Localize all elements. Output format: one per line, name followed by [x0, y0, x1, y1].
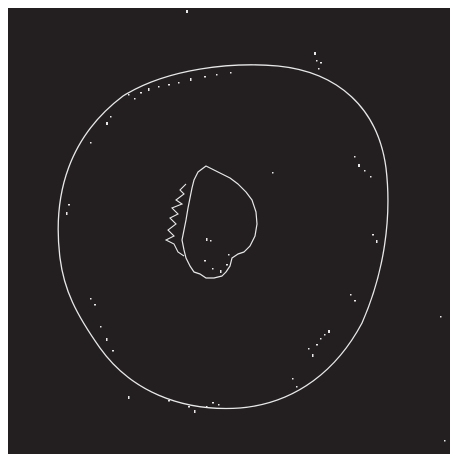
speckle	[168, 84, 170, 86]
speckle	[110, 116, 112, 118]
speckle	[210, 240, 212, 242]
speckle	[228, 254, 230, 256]
speckle	[320, 338, 322, 340]
speckle	[90, 142, 92, 144]
inner-irregular-contour	[181, 165, 258, 279]
speckle	[148, 88, 150, 91]
speckle	[372, 234, 374, 236]
speckle	[216, 74, 218, 76]
speckle	[134, 98, 136, 100]
speckle	[316, 344, 318, 346]
speckle	[440, 316, 442, 318]
speckle	[206, 238, 208, 241]
image-background	[8, 8, 450, 454]
speckle	[272, 172, 274, 174]
speckle	[68, 204, 70, 206]
speckle	[94, 304, 96, 306]
speckle	[292, 378, 294, 380]
speckle	[100, 326, 102, 328]
speckle	[312, 354, 314, 357]
speckle	[212, 268, 214, 270]
speckle	[324, 334, 326, 336]
edge-speckles	[66, 10, 446, 442]
speckle	[188, 406, 190, 408]
speckle	[328, 330, 330, 333]
speckle	[140, 92, 142, 94]
speckle	[168, 400, 170, 402]
speckle	[354, 300, 356, 302]
speckle	[296, 386, 298, 388]
speckle	[212, 402, 214, 404]
speckle	[354, 156, 356, 158]
speckle	[218, 404, 220, 406]
speckle	[194, 410, 196, 413]
speckle	[316, 60, 318, 62]
speckle	[128, 396, 130, 399]
speckle	[220, 270, 222, 273]
speckle	[314, 52, 316, 55]
speckle	[318, 68, 320, 70]
speckle	[370, 176, 372, 178]
speckle	[112, 350, 114, 352]
speckle	[158, 86, 160, 88]
inner-jagged-edge	[164, 183, 187, 257]
speckle	[350, 294, 352, 296]
speckle	[128, 94, 130, 96]
edge-detection-canvas	[8, 8, 450, 454]
speckle	[186, 10, 188, 13]
speckle	[444, 440, 446, 442]
speckle	[320, 62, 322, 64]
edge-detection-image	[8, 8, 450, 454]
speckle	[206, 406, 208, 408]
speckle	[230, 72, 232, 74]
speckle	[106, 338, 108, 341]
speckle	[308, 348, 310, 350]
speckle	[90, 298, 92, 300]
speckle	[106, 122, 108, 125]
speckle	[376, 240, 378, 243]
speckle	[358, 164, 360, 167]
speckle	[364, 170, 366, 172]
speckle	[178, 82, 180, 84]
speckle	[204, 260, 206, 262]
speckle	[66, 212, 68, 215]
speckle	[190, 78, 192, 81]
speckle	[226, 264, 228, 266]
outer-boundary-contour	[57, 64, 389, 410]
speckle	[204, 76, 206, 78]
